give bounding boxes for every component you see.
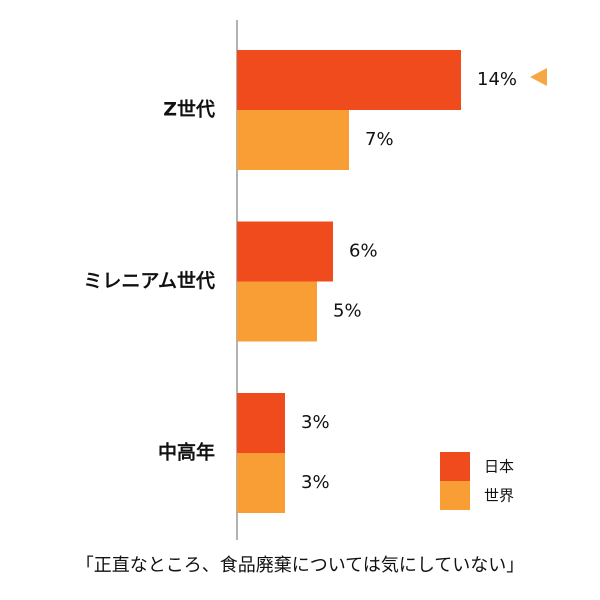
category-label: Z世代: [163, 99, 215, 121]
legend-swatch: [440, 452, 470, 481]
category-label: 中高年: [158, 441, 215, 464]
value-label: 5%: [333, 301, 362, 322]
value-label: 6%: [349, 241, 378, 262]
value-label: 3%: [301, 412, 330, 433]
value-label: 7%: [365, 129, 394, 150]
bar: [237, 221, 333, 282]
bar: [237, 453, 285, 513]
bar: [237, 281, 317, 342]
category-label: ミレニアム世代: [83, 270, 215, 292]
bar: [237, 110, 349, 170]
highlight-marker: [530, 68, 547, 86]
legend-label: 日本: [484, 458, 514, 476]
legend-label: 世界: [484, 487, 514, 505]
chart-caption: 「正直なところ、食品廃棄については気にしていない」: [76, 555, 525, 576]
bar: [237, 393, 285, 453]
bar: [237, 50, 461, 110]
value-label: 14%: [477, 69, 517, 90]
legend-swatch: [440, 481, 470, 510]
value-label: 3%: [301, 472, 330, 493]
